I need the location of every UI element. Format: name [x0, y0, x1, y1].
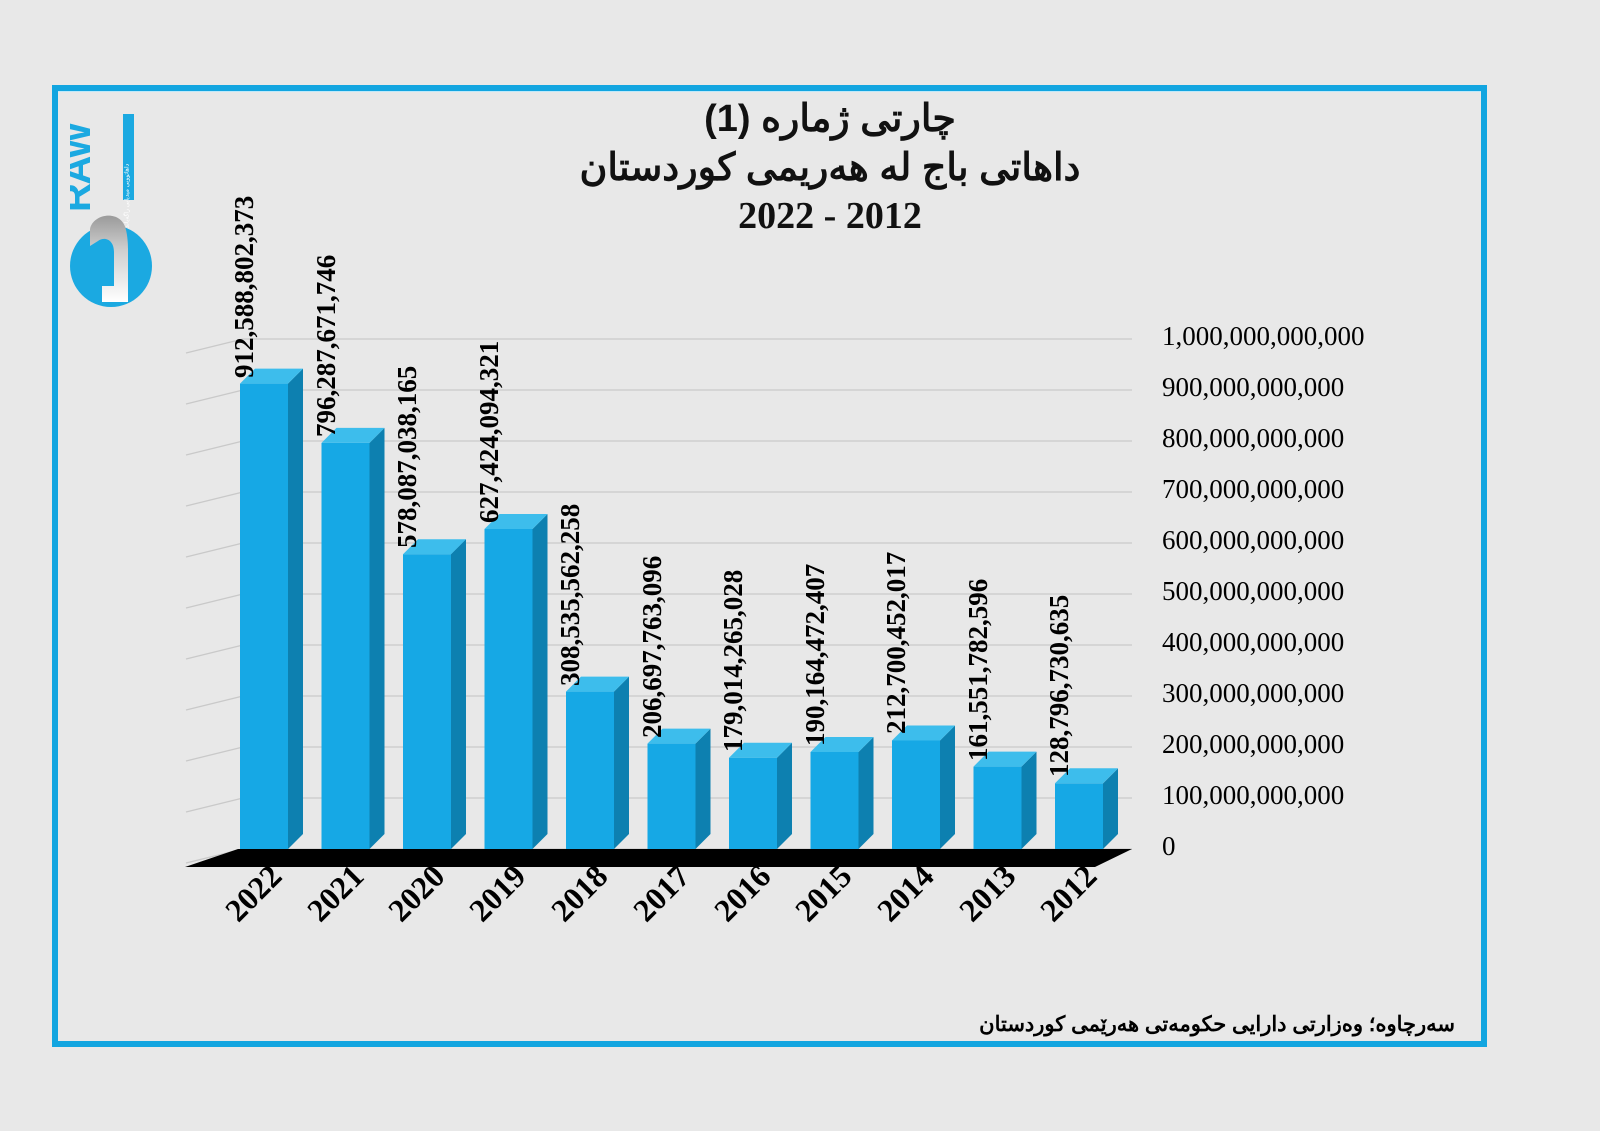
svg-text:RAW: RAW [70, 121, 99, 212]
svg-text:داهاتوویی میدیایی راگه‌یاندن: داهاتوویی میدیایی راگه‌یاندن [123, 163, 131, 232]
